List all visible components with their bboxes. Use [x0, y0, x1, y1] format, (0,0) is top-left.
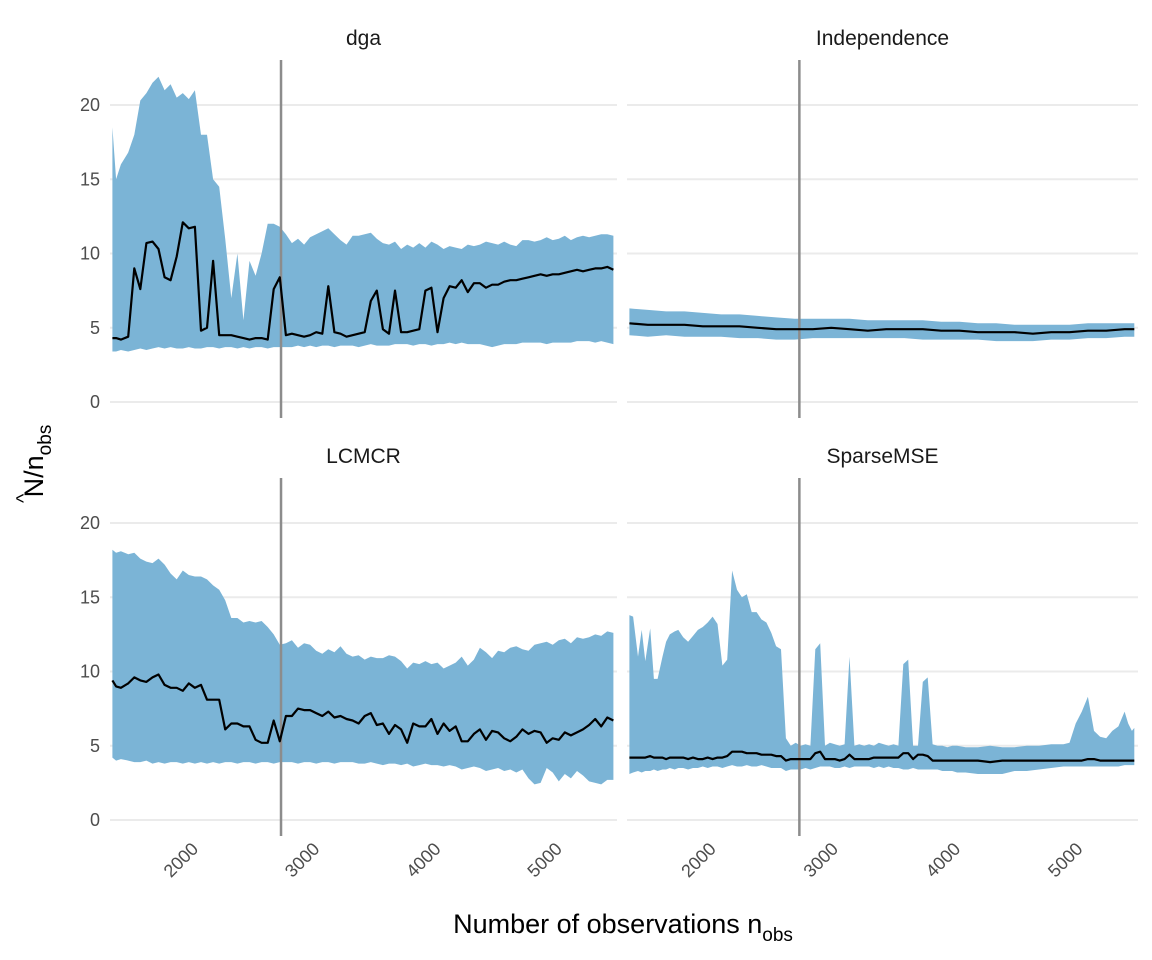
- panel-title: dga: [346, 27, 381, 50]
- panel-dga: dga 0 5 10 15 20: [80, 27, 617, 418]
- y-tick-label: 10: [80, 244, 100, 264]
- panel-title: LCMCR: [326, 445, 401, 468]
- y-tick-label: 15: [80, 169, 100, 189]
- x-tick-label: 3000: [281, 839, 323, 881]
- panels-layer: dga 0 5 10 15 20 Independence LCMCR 0 5 10 15 20 2000…: [80, 27, 1138, 881]
- y-tick-label: 5: [90, 318, 100, 338]
- y-tick-label: 10: [80, 662, 100, 682]
- panel-sparsemse: SparseMSE 2000 3000 4000 5000: [627, 445, 1138, 881]
- panel-title: SparseMSE: [826, 445, 938, 468]
- interval-band: [112, 549, 614, 785]
- y-tick-label: 0: [90, 392, 100, 412]
- estimate-line: [629, 750, 1135, 764]
- x-tick-label: 3000: [800, 839, 842, 881]
- panel-title: Independence: [816, 27, 949, 50]
- x-tick-label: 4000: [922, 839, 964, 881]
- x-tick-label: 2000: [677, 839, 719, 881]
- y-tick-label: 0: [90, 810, 100, 830]
- interval-band: [629, 308, 1135, 342]
- estimate-line: [629, 322, 1135, 335]
- panel-independence: Independence: [627, 27, 1138, 418]
- x-tick-label: 2000: [160, 839, 202, 881]
- y-axis-title-hat: ^: [13, 493, 35, 503]
- x-tick-label: 5000: [523, 839, 565, 881]
- svg-text:N/nobs: N/nobs: [19, 425, 56, 498]
- estimate-line: [111, 673, 614, 744]
- y-tick-label: 5: [90, 736, 100, 756]
- x-tick-label: 4000: [402, 839, 444, 881]
- y-tick-label: 15: [80, 587, 100, 607]
- estimate-line: [112, 221, 614, 341]
- y-tick-label: 20: [80, 95, 100, 115]
- x-axis-title: Number of observations nobs: [453, 909, 793, 946]
- interval-band: [629, 570, 1135, 774]
- y-axis-title: N/nobs ^: [13, 425, 56, 503]
- interval-band: [112, 76, 614, 352]
- y-tick-label: 20: [80, 513, 100, 533]
- x-tick-label: 5000: [1044, 839, 1086, 881]
- panel-lcmcr: LCMCR 0 5 10 15 20 2000 3000 4000 5000: [80, 445, 617, 881]
